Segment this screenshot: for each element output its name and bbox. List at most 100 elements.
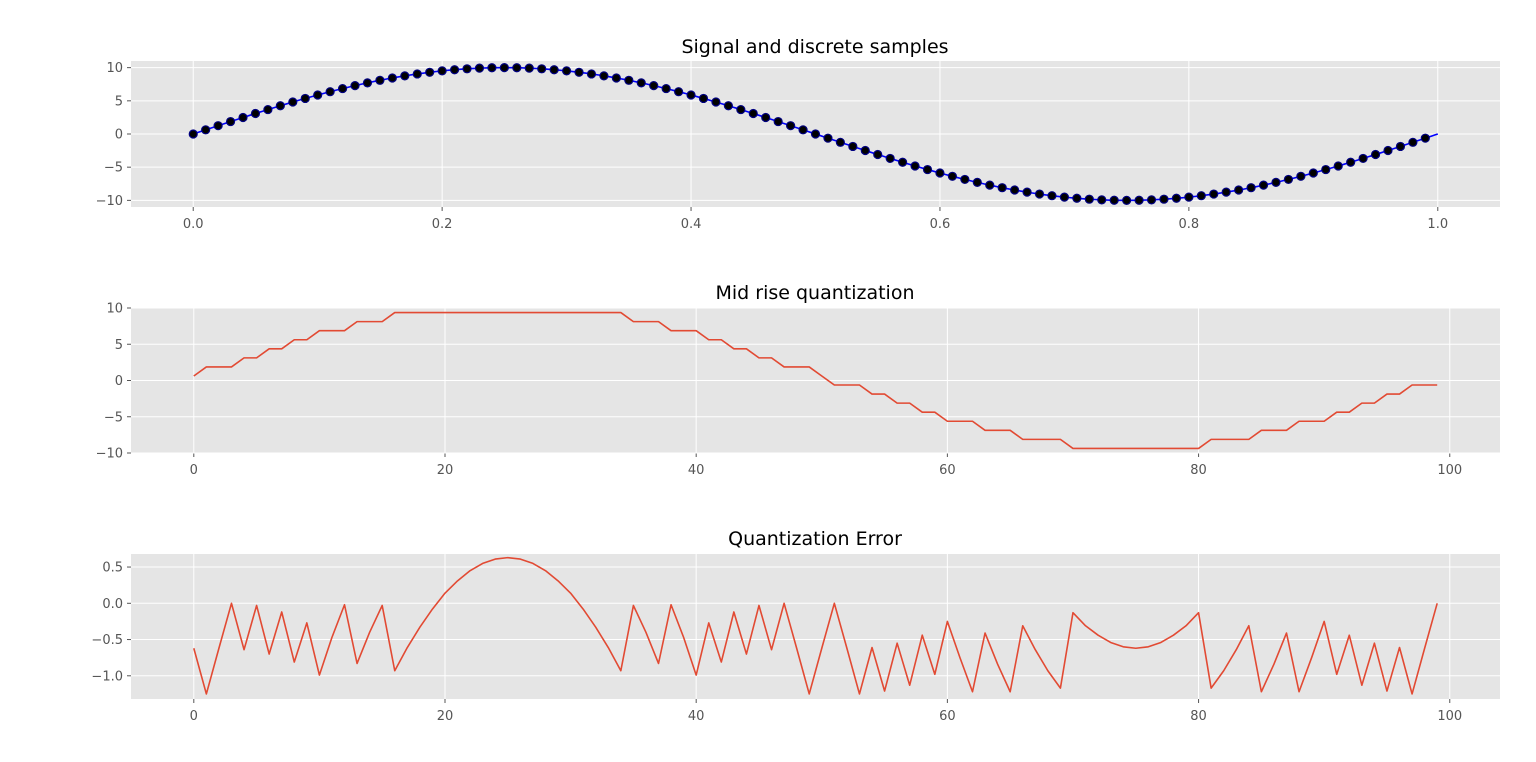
- x-tick-label: 80: [1190, 463, 1207, 478]
- sample-point: [1022, 187, 1032, 197]
- x-tick-label: 80: [1190, 709, 1207, 724]
- y-tick-label: −1.0: [91, 669, 123, 684]
- sample-point: [611, 73, 621, 83]
- sample-point: [586, 69, 597, 79]
- sample-point: [412, 69, 422, 79]
- x-tick-label: 40: [688, 709, 705, 724]
- y-tick-label: −5: [104, 410, 123, 425]
- sample-point: [1258, 180, 1269, 190]
- sample-point: [810, 129, 821, 139]
- sample-point: [1234, 185, 1244, 195]
- x-tick-label: 20: [437, 463, 454, 478]
- sample-point: [898, 157, 908, 167]
- sample-point: [823, 133, 833, 143]
- mid-rise-quantization-chart: 0 20 40 60 80 100 10 5 0 −5 −10 Mid rise quantizati…: [96, 282, 1500, 478]
- sample-point: [723, 101, 733, 111]
- chart-title: Quantization Error: [728, 528, 902, 550]
- sample-point: [449, 65, 460, 75]
- y-tick-label: 0: [115, 374, 123, 389]
- sample-point: [985, 180, 995, 190]
- sample-point: [661, 83, 671, 94]
- sample-point: [686, 90, 696, 100]
- sample-point: [673, 87, 684, 97]
- sample-point: [1097, 195, 1107, 205]
- sample-point: [1246, 183, 1256, 193]
- sample-point: [487, 63, 497, 73]
- sample-point: [275, 101, 285, 111]
- sample-point: [910, 161, 920, 171]
- sample-point: [1358, 153, 1368, 164]
- sample-point: [885, 153, 895, 164]
- sample-point: [201, 125, 211, 135]
- sample-point: [375, 75, 385, 85]
- sample-point: [972, 177, 982, 187]
- chart-title: Mid rise quantization: [715, 282, 914, 304]
- sample-point: [474, 63, 485, 73]
- sample-point: [1122, 195, 1132, 205]
- sample-point: [1321, 164, 1331, 175]
- x-tick-label: 1.0: [1427, 217, 1448, 232]
- x-tick-label: 0.6: [930, 217, 951, 232]
- sample-point: [574, 67, 584, 77]
- sample-point: [873, 149, 883, 160]
- x-tick-label: 100: [1437, 463, 1462, 478]
- x-tick-label: 0.0: [183, 217, 204, 232]
- sample-point: [1159, 194, 1169, 204]
- sample-point: [761, 112, 771, 123]
- sample-point: [1408, 137, 1418, 147]
- sample-point: [425, 67, 435, 77]
- x-tick-label: 0: [190, 709, 198, 724]
- sample-point: [1196, 191, 1206, 201]
- sample-point: [1296, 171, 1306, 181]
- sample-point: [524, 63, 534, 73]
- plot-area: [131, 554, 1500, 699]
- y-tick-label: −0.5: [91, 633, 123, 648]
- sample-point: [1146, 195, 1157, 205]
- sample-point: [537, 64, 547, 74]
- sample-point: [624, 75, 634, 85]
- sample-point: [1134, 195, 1144, 205]
- sample-point: [512, 63, 522, 73]
- sample-point: [1221, 187, 1231, 197]
- y-tick-label: −10: [96, 447, 123, 462]
- y-tick-label: 0: [115, 128, 123, 143]
- sample-point: [649, 81, 659, 91]
- sample-point: [462, 64, 472, 74]
- sample-point: [1010, 185, 1020, 195]
- sample-point: [835, 137, 845, 147]
- series-line: [193, 311, 1438, 450]
- sample-point: [499, 63, 509, 73]
- sample-point: [337, 83, 348, 94]
- y-tick-label: 5: [115, 338, 123, 353]
- y-tick-label: −5: [104, 161, 123, 176]
- sample-point: [786, 121, 796, 131]
- sample-point: [213, 121, 223, 131]
- sample-point: [263, 104, 273, 115]
- x-tick-label: 100: [1437, 709, 1462, 724]
- y-tick-label: 5: [115, 94, 123, 109]
- sample-point: [362, 78, 373, 88]
- sample-point: [1034, 189, 1045, 199]
- sample-point: [997, 183, 1007, 193]
- sample-point: [1084, 194, 1094, 204]
- x-tick-label: 20: [437, 709, 454, 724]
- sample-point: [636, 78, 646, 88]
- sample-point: [798, 125, 808, 135]
- sample-point: [1209, 189, 1219, 199]
- sample-point: [1395, 141, 1406, 152]
- y-tick-label: 10: [106, 302, 123, 317]
- y-tick-label: 0.0: [102, 597, 123, 612]
- sample-point: [238, 112, 248, 123]
- sample-point: [387, 73, 397, 83]
- sample-point: [1283, 174, 1294, 185]
- y-tick-label: 0.5: [102, 561, 123, 576]
- sample-point: [1383, 145, 1393, 156]
- x-tick-label: 0.8: [1179, 217, 1200, 232]
- sample-point: [300, 93, 310, 104]
- sample-point: [1370, 149, 1381, 160]
- chart-title: Signal and discrete samples: [681, 36, 948, 58]
- quantization-error-chart: 0 20 40 60 80 100 0.5 0.0 −0.5 −1.0 Quantization E…: [91, 528, 1500, 724]
- x-tick-label: 40: [688, 463, 705, 478]
- sample-point: [947, 171, 958, 181]
- series-line: [193, 556, 1438, 695]
